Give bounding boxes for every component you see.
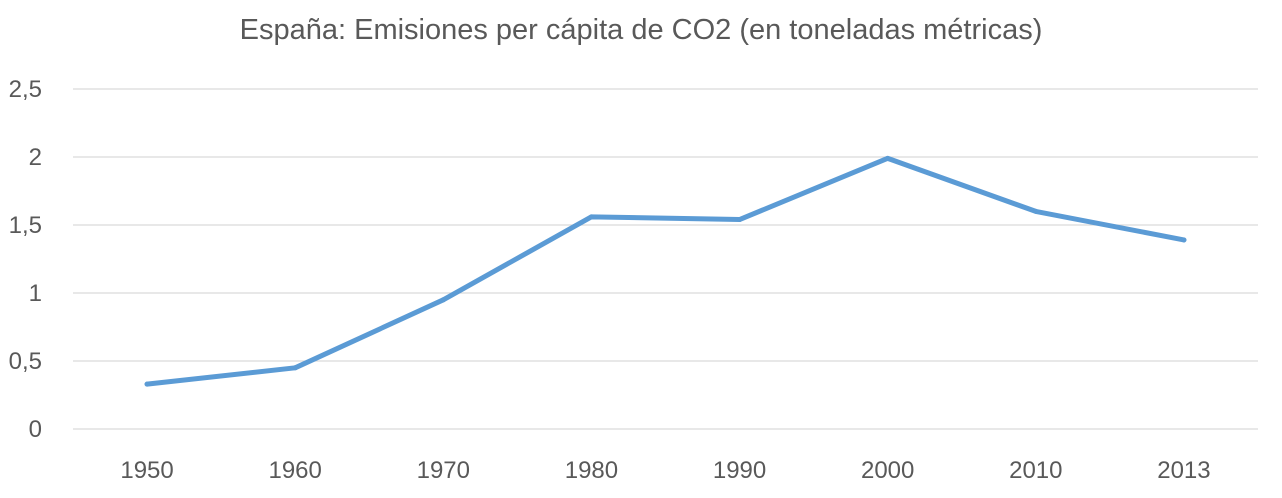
x-tick-label: 1960	[268, 457, 321, 484]
x-tick-label: 1980	[565, 457, 618, 484]
x-tick-label: 1990	[713, 457, 766, 484]
y-tick-label: 0	[29, 416, 42, 443]
x-tick-label: 2010	[1009, 457, 1062, 484]
data-point	[292, 365, 298, 371]
data-point	[588, 214, 594, 220]
series-line	[144, 155, 1187, 387]
y-tick-label: 0,5	[9, 348, 42, 375]
x-tick-label: 2000	[861, 457, 914, 484]
y-tick-label: 2,5	[9, 76, 42, 103]
data-point	[144, 381, 150, 387]
data-point	[885, 155, 891, 161]
x-tick-label: 1970	[417, 457, 470, 484]
data-point	[1181, 237, 1187, 243]
data-point	[440, 297, 446, 303]
y-tick-label: 2	[29, 144, 42, 171]
x-tick-label: 2013	[1157, 457, 1210, 484]
chart-title: España: Emisiones per cápita de CO2 (en …	[239, 14, 1043, 46]
data-point	[1033, 208, 1039, 214]
y-tick-label: 1	[29, 280, 42, 307]
y-tick-label: 1,5	[9, 212, 42, 239]
data-point	[737, 217, 743, 223]
x-tick-label: 1950	[120, 457, 173, 484]
